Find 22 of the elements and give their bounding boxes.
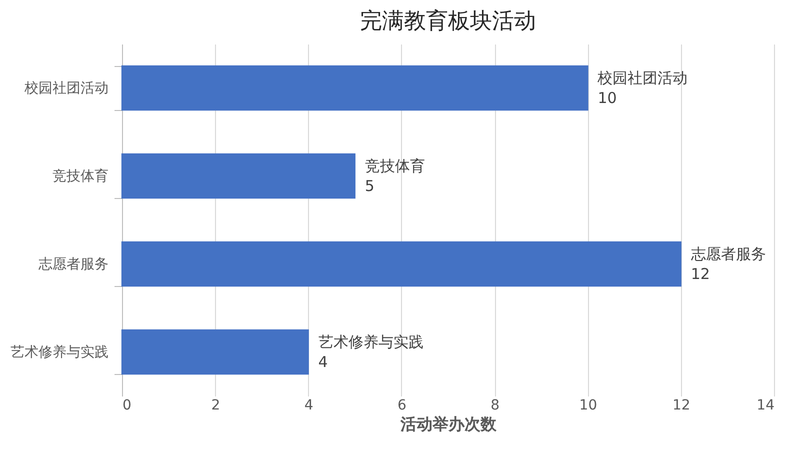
x-tick-label: 4 <box>304 398 314 414</box>
chart-title: 完满教育板块活动 <box>360 8 536 34</box>
x-tick-label: 2 <box>211 398 220 414</box>
category-label: 竞技体育 <box>364 157 425 175</box>
x-tick-label: 6 <box>397 398 406 414</box>
x-tick-label: 0 <box>122 398 132 414</box>
category-label: 艺术修养与实践 <box>318 333 424 351</box>
y-tick-label: 志愿者服务 <box>38 256 108 272</box>
x-tick-label: 14 <box>756 398 775 414</box>
category-label: 校园社团活动 <box>598 69 688 87</box>
data-label: 12 <box>690 265 710 283</box>
y-tick-label: 校园社团活动 <box>24 80 108 96</box>
category-label: 志愿者服务 <box>690 245 766 263</box>
x-tick-label: 8 <box>490 398 500 414</box>
x-tick-label: 12 <box>672 398 690 414</box>
x-tick-label: 10 <box>579 398 598 414</box>
data-label: 5 <box>364 177 374 195</box>
y-tick-label: 艺术修养与实践 <box>10 344 108 360</box>
data-label: 10 <box>598 89 617 107</box>
y-tick-label: 竞技体育 <box>52 168 108 184</box>
data-label: 4 <box>318 353 328 371</box>
x-axis-title: 活动举办次数 <box>400 414 498 434</box>
